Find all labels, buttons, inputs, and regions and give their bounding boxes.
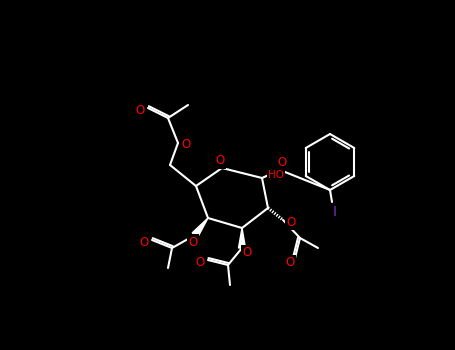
Text: O: O bbox=[243, 246, 252, 259]
Text: O: O bbox=[188, 236, 197, 248]
Polygon shape bbox=[238, 228, 246, 248]
Text: O: O bbox=[136, 104, 145, 117]
Text: O: O bbox=[286, 216, 296, 229]
Polygon shape bbox=[192, 218, 208, 237]
Text: O: O bbox=[139, 236, 149, 248]
Text: O: O bbox=[195, 256, 205, 268]
Text: I: I bbox=[333, 205, 337, 219]
Text: O: O bbox=[215, 154, 225, 168]
Text: O: O bbox=[182, 139, 191, 152]
Text: HO: HO bbox=[268, 170, 284, 180]
Text: O: O bbox=[278, 155, 287, 168]
Text: O: O bbox=[285, 257, 295, 270]
